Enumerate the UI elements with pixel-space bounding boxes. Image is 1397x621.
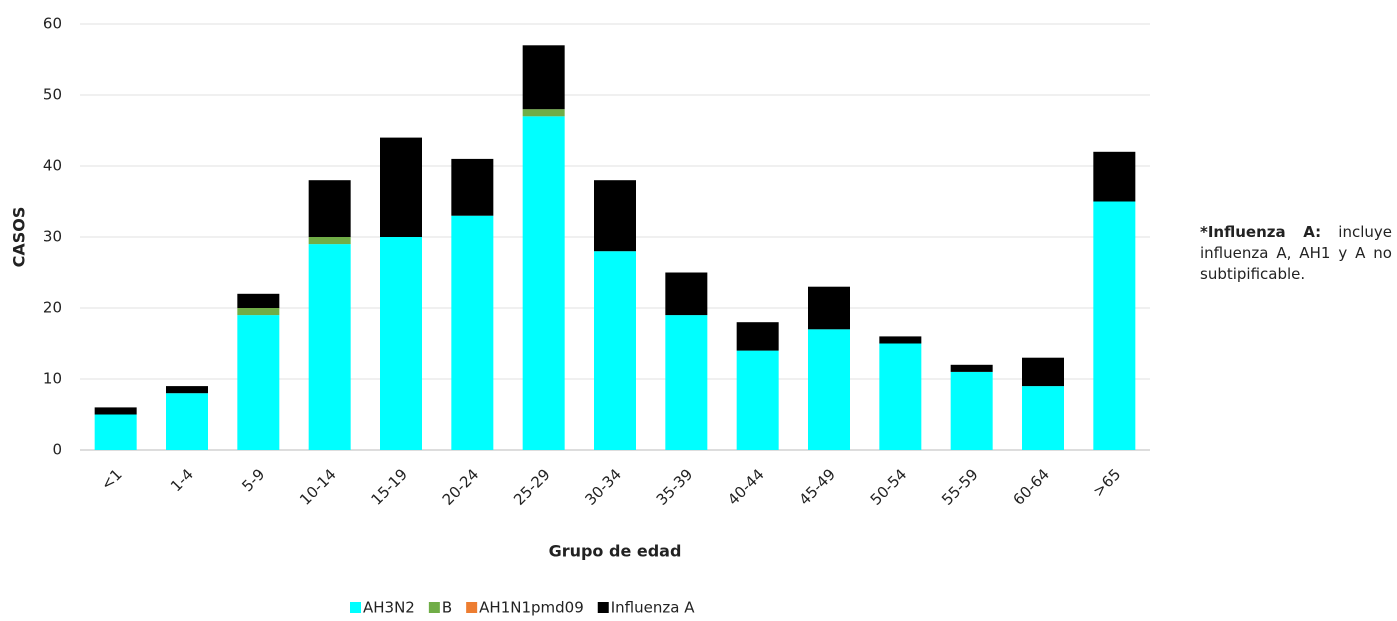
x-axis-title: Grupo de edad [549, 542, 682, 561]
annotation-text: incluye influenza A, AH1 y A no subtipif… [1200, 223, 1392, 283]
bar-segment [237, 308, 280, 316]
x-tick-label: 45-49 [795, 465, 839, 509]
y-tick-label: 10 [43, 370, 62, 388]
y-tick-label: 60 [43, 15, 62, 33]
bar-segment [736, 322, 779, 351]
legend-label: Influenza A [611, 599, 695, 617]
bar-segment [237, 293, 280, 308]
bar-segment [879, 336, 922, 344]
legend-label: B [442, 599, 452, 617]
x-tick-label: 55-59 [938, 465, 982, 509]
bar-segment [594, 251, 636, 450]
bar-segment [594, 180, 636, 252]
bar-segment [1022, 386, 1064, 450]
annotation: *Influenza A: incluye influenza A, AH1 y… [1200, 222, 1392, 285]
bar-segment [665, 315, 708, 450]
y-tick-label: 20 [43, 299, 62, 317]
legend-label: AH3N2 [363, 599, 415, 617]
bar-segment [808, 329, 850, 450]
x-tick-label: 15-19 [367, 465, 411, 509]
bar-segment [166, 386, 208, 394]
x-tick-label: 35-39 [653, 465, 697, 509]
legend-swatch [428, 602, 440, 613]
bar-segment [237, 315, 280, 450]
bar-segment [308, 237, 351, 245]
bar-segment [950, 364, 993, 372]
bar-segment [380, 237, 422, 450]
x-tick-label: 25-29 [510, 465, 554, 509]
bar-segment [380, 137, 422, 237]
x-tick-label: 5-9 [238, 465, 268, 495]
bar-segment [736, 350, 779, 450]
bar-segment [665, 272, 708, 316]
bar-segment [308, 180, 351, 237]
bar-segment [1022, 357, 1064, 387]
y-tick-label: 40 [43, 157, 62, 175]
bar-segment [808, 286, 850, 330]
bar-segment [1093, 151, 1136, 202]
x-tick-label: 10-14 [296, 465, 340, 509]
y-axis-title: CASOS [10, 207, 29, 268]
x-tick-label: 50-54 [867, 465, 911, 509]
bar-segment [1093, 201, 1136, 450]
bar-segment [308, 244, 351, 450]
x-tick-label: <1 [97, 465, 125, 493]
x-tick-label: 30-34 [581, 465, 625, 509]
legend-label: AH1N1pmd09 [479, 599, 584, 617]
bar-segment [94, 414, 137, 450]
x-tick-label: 1-4 [167, 465, 197, 495]
x-tick-label: 40-44 [724, 465, 768, 509]
bar-segment [451, 215, 494, 450]
bar-segment [522, 109, 565, 117]
legend-swatch [597, 602, 609, 613]
bar-segment [451, 158, 494, 216]
bar-segment [879, 343, 922, 450]
bar-segment [950, 371, 993, 450]
y-tick-label: 30 [43, 228, 62, 246]
x-tick-label: 20-24 [439, 465, 483, 509]
x-tick-label: >65 [1089, 465, 1124, 500]
y-tick-label: 0 [52, 441, 62, 459]
bar-segment [166, 393, 208, 450]
y-tick-label: 50 [43, 86, 62, 104]
legend-swatch [466, 602, 478, 613]
bar-segment [522, 45, 565, 110]
annotation-title: *Influenza A: [1200, 223, 1322, 241]
x-tick-label: 60-64 [1009, 465, 1053, 509]
bar-segment [522, 116, 565, 451]
bar-segment [94, 407, 137, 415]
legend-swatch [350, 602, 361, 613]
